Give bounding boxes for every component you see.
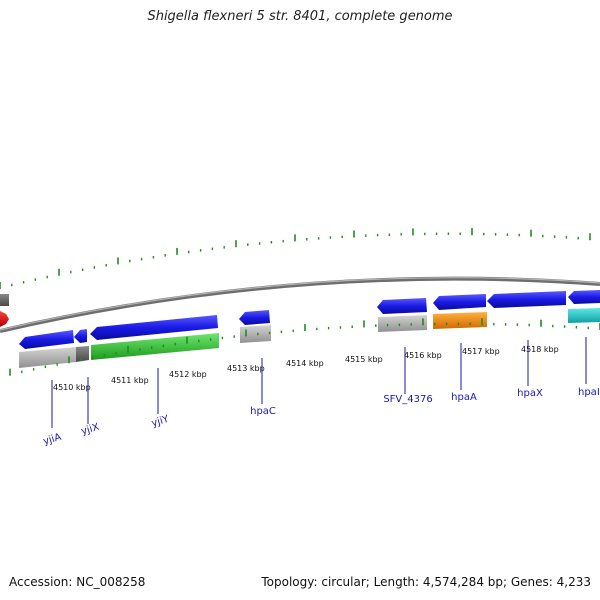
gene-sfv4376-arrow — [377, 298, 427, 314]
gene-label-hpaa: hpaA — [451, 392, 477, 403]
kbp-label-4511: 4511 kbp — [111, 376, 149, 385]
kbp-label-4512: 4512 kbp — [169, 370, 207, 379]
gene-label-yjix: yjiX — [80, 422, 101, 438]
left-edge-gene-grey — [0, 294, 9, 306]
gene-hpaa-arrow — [433, 294, 486, 310]
kbp-label-4516: 4516 kbp — [404, 351, 442, 360]
cog-yjix-block — [76, 346, 89, 362]
kbp-label-4515: 4515 kbp — [345, 355, 383, 364]
cog-sfv4376-block — [378, 315, 427, 332]
upper-tick-ring — [0, 228, 591, 289]
accession-label: Accession: NC_008258 — [9, 575, 146, 589]
gene-yjiy-arrow — [90, 315, 218, 340]
genome-backbone — [0, 276, 600, 333]
cog-hpai-block — [568, 308, 600, 323]
kbp-label-4514: 4514 kbp — [286, 359, 324, 368]
gene-label-yjiy: yjiY — [150, 414, 171, 430]
gene-label-sfv4376: SFV_4376 — [383, 394, 432, 405]
gene-label-hpac: hpaC — [250, 406, 276, 417]
lower-tick-ring — [9, 318, 600, 376]
kbp-label-4513: 4513 kbp — [227, 364, 265, 373]
topology-summary: Topology: circular; Length: 4,574,284 bp… — [261, 575, 591, 589]
gene-hpai-arrow — [568, 290, 600, 304]
gene-label-hpai: hpaI — [578, 387, 600, 398]
gene-leader-lines — [51, 337, 587, 428]
kbp-label-4510: 4510 kbp — [53, 383, 91, 392]
gene-label-yjia: yjiA — [42, 432, 63, 448]
kbp-label-4518: 4518 kbp — [521, 345, 559, 354]
gene-label-hpax: hpaX — [517, 388, 543, 399]
gene-yjia-arrow — [19, 330, 74, 349]
gene-yjix-arrow — [74, 329, 87, 343]
cog-hpac-block — [240, 325, 271, 343]
map-title: Shigella flexneri 5 str. 8401, complete … — [147, 9, 453, 24]
gene-hpax-arrow — [487, 291, 566, 308]
kbp-label-4517: 4517 kbp — [462, 347, 500, 356]
rna-feature — [0, 311, 9, 327]
cog-yjia-block — [19, 347, 76, 368]
cog-hpaa-block — [433, 312, 487, 329]
gene-hpac-arrow — [239, 310, 270, 325]
